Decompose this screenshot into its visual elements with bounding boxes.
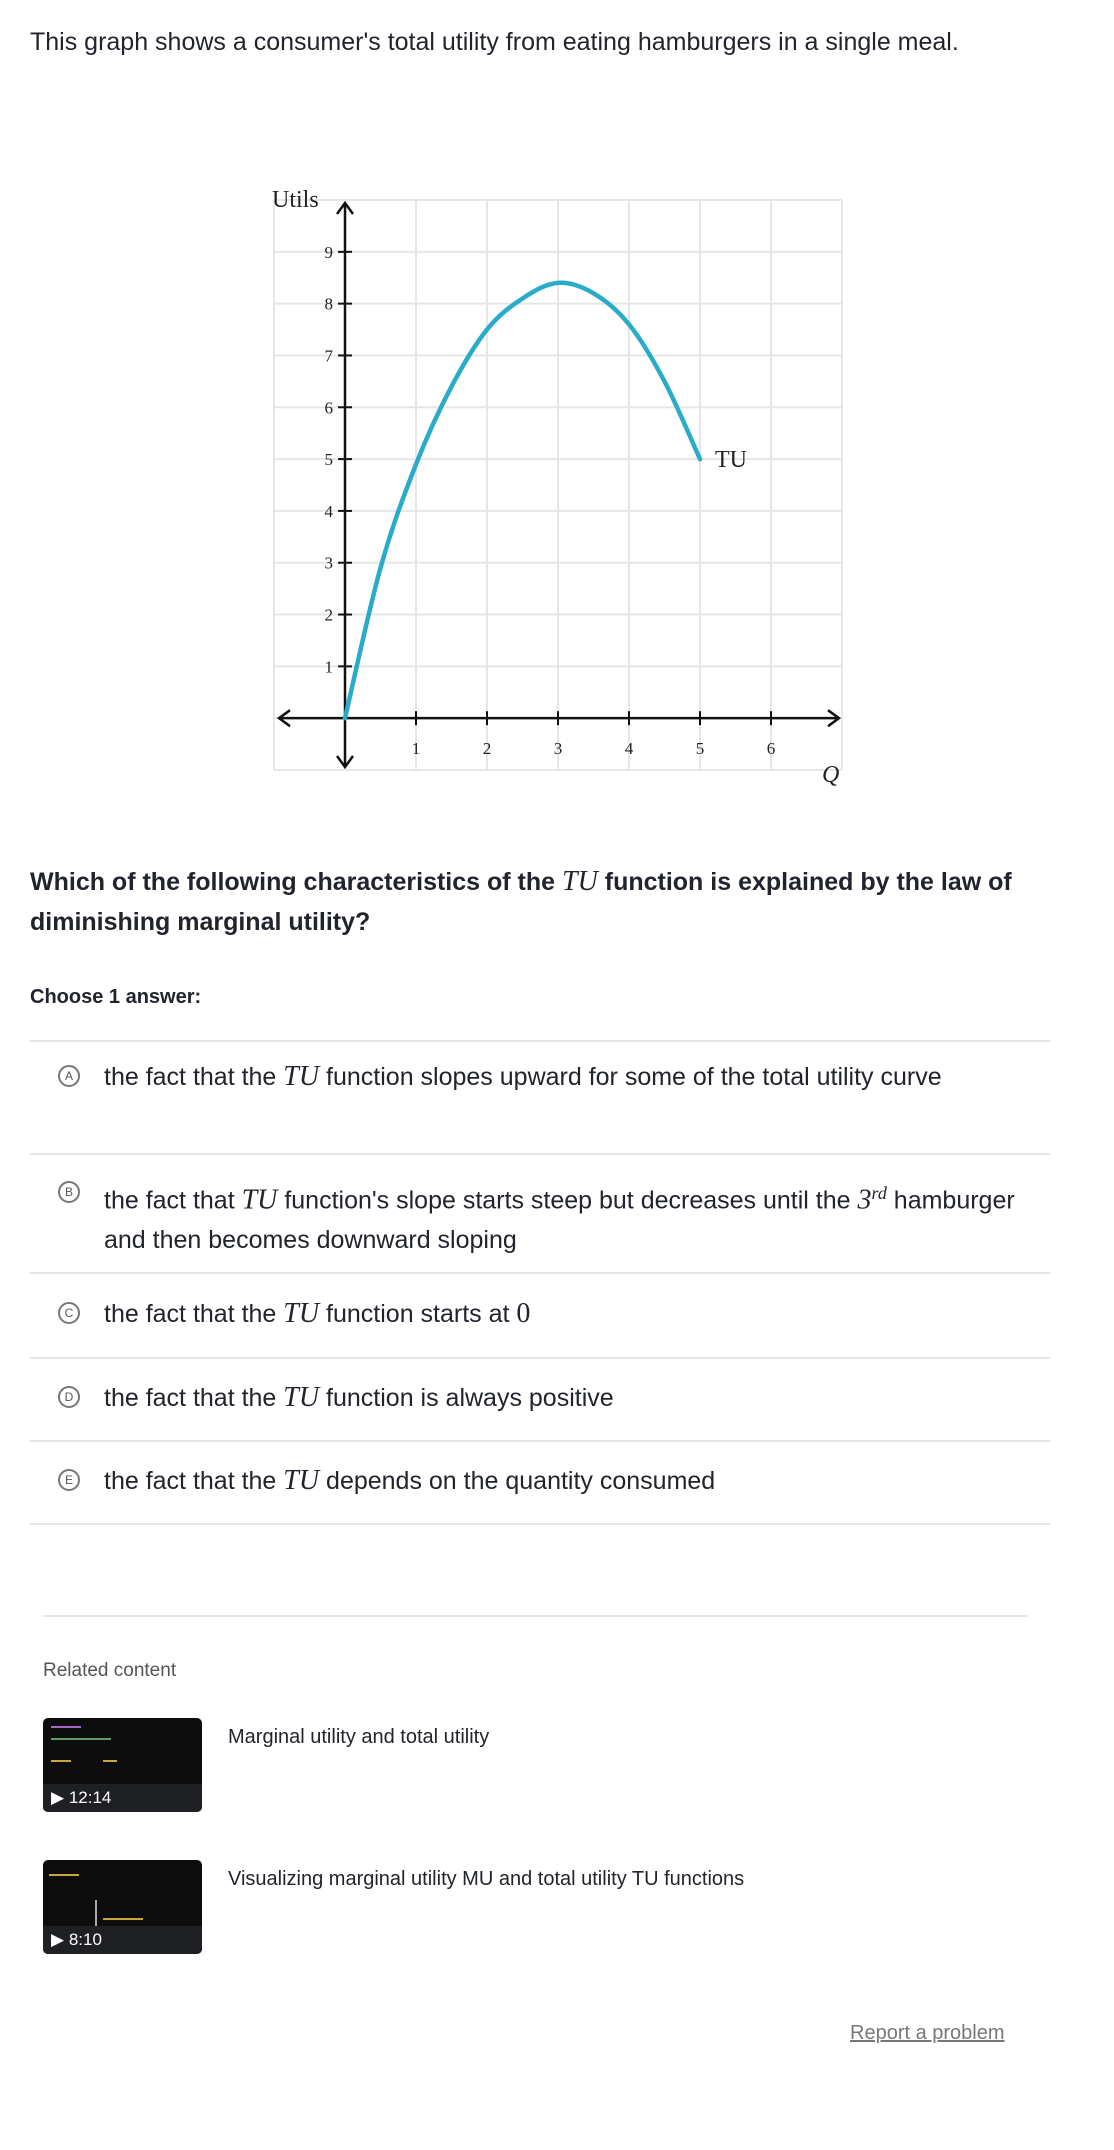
text: the fact that the xyxy=(104,1300,284,1328)
option-a-radio[interactable]: A xyxy=(58,1065,80,1087)
x-tick-label: 6 xyxy=(767,739,776,758)
option-a[interactable]: A the fact that the TU function slopes u… xyxy=(40,1057,1060,1097)
math: TU xyxy=(283,1298,320,1329)
video-duration: 12:14 xyxy=(68,1788,112,1807)
text: hamburger and then becomes downward slop… xyxy=(104,1186,1015,1255)
math: TU xyxy=(283,1465,320,1496)
related-heading: Related content xyxy=(43,1660,177,1681)
choose-label: Choose 1 answer: xyxy=(30,986,202,1008)
y-axis-up-arrow xyxy=(335,200,355,215)
option-c-text: the fact that the TU function starts at … xyxy=(104,1294,1034,1334)
divider xyxy=(30,1040,1050,1042)
x-tick-label: 4 xyxy=(625,739,634,758)
math: TU xyxy=(283,1382,320,1413)
text: function's slope starts steep but decrea… xyxy=(277,1186,858,1215)
option-e-text: the fact that the TU depends on the quan… xyxy=(104,1461,1034,1501)
option-d-radio[interactable]: D xyxy=(58,1386,80,1408)
y-tick-label: 2 xyxy=(325,606,334,625)
option-b-radio[interactable]: B xyxy=(58,1181,80,1203)
math: 0 xyxy=(516,1298,531,1329)
option-e-radio[interactable]: E xyxy=(58,1469,80,1491)
text: the fact that xyxy=(104,1186,242,1215)
x-axis-left-arrow xyxy=(276,709,291,728)
divider xyxy=(30,1153,1050,1155)
superscript: rd xyxy=(871,1183,887,1203)
math: TU xyxy=(283,1061,320,1092)
question-math: TU xyxy=(562,866,598,897)
y-axis-label: Utils xyxy=(272,187,319,213)
y-tick-label: 9 xyxy=(325,243,334,262)
text: the fact that the xyxy=(104,1384,284,1412)
option-b[interactable]: B the fact that TU function's slope star… xyxy=(40,1173,1060,1260)
x-tick-label: 1 xyxy=(412,739,421,758)
option-c-radio[interactable]: C xyxy=(58,1302,80,1324)
play-icon: ▶ xyxy=(51,1930,65,1949)
option-c[interactable]: C the fact that the TU function starts a… xyxy=(40,1294,1060,1334)
option-e[interactable]: E the fact that the TU depends on the qu… xyxy=(40,1461,1060,1501)
x-tick-label: 3 xyxy=(554,739,563,758)
y-axis-down-arrow xyxy=(335,755,355,770)
y-tick-label: 8 xyxy=(325,295,334,314)
y-tick-label: 1 xyxy=(325,657,334,676)
tu-curve xyxy=(342,280,703,721)
video-thumbnail-2[interactable]: ▶ 8:10 xyxy=(43,1860,202,1954)
text: function slopes upward for some of the t… xyxy=(319,1063,942,1091)
divider xyxy=(30,1523,1050,1525)
option-d-text: the fact that the TU function is always … xyxy=(104,1378,1034,1418)
tu-chart: 1 2 3 4 5 6 1 2 3 4 5 6 7 8 9 Utils Q TU xyxy=(272,187,843,788)
math: TU xyxy=(241,1184,278,1216)
text: the fact that the xyxy=(104,1467,284,1495)
video-duration: 8:10 xyxy=(68,1930,102,1949)
report-problem-link[interactable]: Report a problem xyxy=(850,2022,1005,2044)
question-part: Which of the following characteristics o… xyxy=(30,868,562,896)
divider xyxy=(30,1272,1050,1274)
x-tick-label: 5 xyxy=(696,739,705,758)
related-link-2[interactable]: Visualizing marginal utility MU and tota… xyxy=(228,1868,745,1890)
option-b-text: the fact that TU function's slope starts… xyxy=(104,1173,1034,1260)
y-tick-label: 3 xyxy=(325,554,334,573)
divider xyxy=(43,1615,1028,1617)
question-text: Which of the following characteristics o… xyxy=(30,862,1090,942)
text: function starts at xyxy=(319,1300,517,1328)
text: depends on the quantity consumed xyxy=(319,1467,716,1495)
option-d[interactable]: D the fact that the TU function is alway… xyxy=(40,1378,1060,1418)
math: 3 xyxy=(857,1184,872,1216)
intro-text: This graph shows a consumer's total util… xyxy=(30,28,959,56)
y-tick-label: 5 xyxy=(325,450,334,469)
x-axis-right-arrow xyxy=(827,709,842,728)
text: the fact that the xyxy=(104,1063,284,1091)
question-part: function is explained by the law of dimi… xyxy=(30,868,1012,936)
divider xyxy=(30,1357,1050,1359)
related-link-1[interactable]: Marginal utility and total utility xyxy=(228,1726,490,1748)
text: function is always positive xyxy=(319,1384,614,1412)
x-axis-label: Q xyxy=(822,762,839,788)
y-tick-label: 6 xyxy=(325,398,334,417)
series-label: TU xyxy=(715,447,747,473)
play-icon: ▶ xyxy=(51,1788,65,1807)
option-a-text: the fact that the TU function slopes upw… xyxy=(104,1057,1034,1097)
y-tick-label: 4 xyxy=(325,502,334,521)
video-thumbnail-1[interactable]: ▶ 12:14 xyxy=(43,1718,202,1812)
divider xyxy=(30,1440,1050,1442)
y-tick-label: 7 xyxy=(325,346,334,365)
x-tick-label: 2 xyxy=(483,739,492,758)
